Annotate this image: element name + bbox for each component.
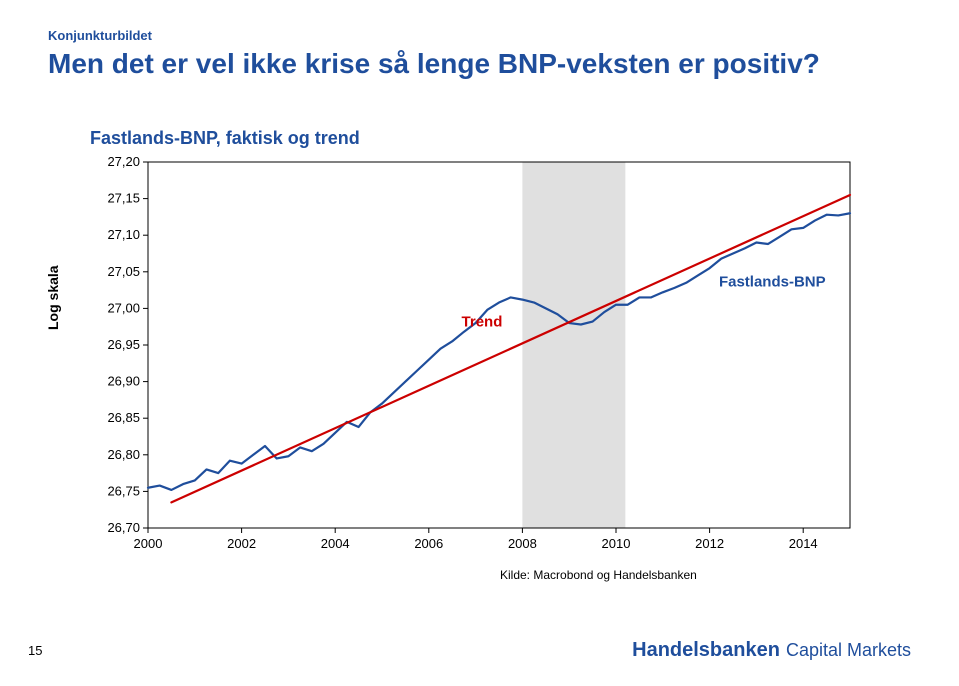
chart-title: Fastlands-BNP, faktisk og trend [90, 128, 360, 149]
line-chart: 26,70 26,75 26,80 26,85 26,90 26,95 27,00 27,05… [90, 156, 860, 556]
brand-logo: Handelsbanken Capital Markets [632, 639, 911, 662]
svg-text:26,75: 26,75 [107, 483, 140, 498]
logo-main-text: Handelsbanken [632, 639, 780, 662]
svg-text:26,85: 26,85 [107, 410, 140, 425]
page-number: 15 [28, 643, 42, 658]
svg-text:27,00: 27,00 [107, 300, 140, 315]
svg-text:27,20: 27,20 [107, 156, 140, 169]
svg-text:2008: 2008 [508, 536, 537, 551]
slide: Konjunkturbildet Men det er vel ikke kri… [0, 0, 959, 686]
svg-text:2012: 2012 [695, 536, 724, 551]
svg-text:2002: 2002 [227, 536, 256, 551]
svg-text:26,70: 26,70 [107, 520, 140, 535]
svg-text:2010: 2010 [602, 536, 631, 551]
logo-sub-text: Capital Markets [786, 640, 911, 661]
chart-area: 26,70 26,75 26,80 26,85 26,90 26,95 27,00 27,05… [90, 156, 860, 556]
svg-text:2004: 2004 [321, 536, 350, 551]
slide-subtitle: Konjunkturbildet [48, 28, 152, 43]
svg-text:26,80: 26,80 [107, 447, 140, 462]
svg-text:2014: 2014 [789, 536, 818, 551]
svg-text:2000: 2000 [134, 536, 163, 551]
svg-text:Fastlands-BNP: Fastlands-BNP [719, 273, 826, 290]
svg-text:26,95: 26,95 [107, 337, 140, 352]
svg-text:27,05: 27,05 [107, 264, 140, 279]
svg-text:2006: 2006 [414, 536, 443, 551]
svg-text:27,10: 27,10 [107, 227, 140, 242]
chart-source: Kilde: Macrobond og Handelsbanken [500, 568, 697, 582]
slide-title: Men det er vel ikke krise så lenge BNP-v… [48, 48, 820, 80]
y-axis-label: Log skala [45, 265, 61, 330]
svg-text:27,15: 27,15 [107, 191, 140, 206]
svg-text:Trend: Trend [462, 314, 503, 331]
svg-text:26,90: 26,90 [107, 374, 140, 389]
